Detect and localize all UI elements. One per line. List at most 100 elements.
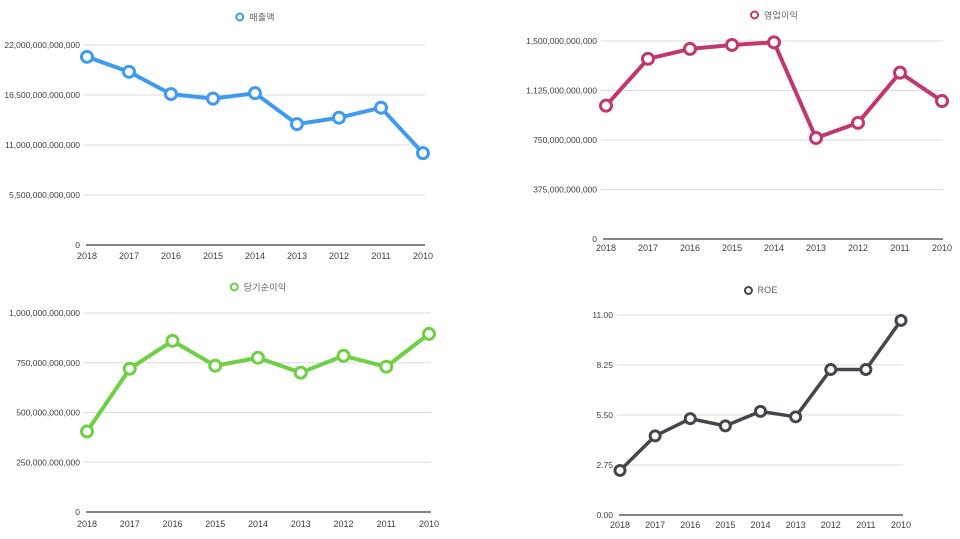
net-income-legend-marker-icon: [229, 282, 239, 292]
x-tick-label: 2015: [203, 251, 223, 261]
data-point[interactable]: [683, 41, 697, 56]
chart-roe: 0.00 2.75 5.50 8.25 11.00 2018 2017 2016 2015 201…: [480, 270, 960, 539]
x-tick-label: 2016: [680, 243, 700, 253]
data-point[interactable]: [251, 350, 265, 365]
data-point[interactable]: [206, 91, 220, 106]
data-point[interactable]: [683, 412, 697, 426]
data-point[interactable]: [767, 35, 781, 50]
x-tick-label: 2013: [786, 520, 806, 530]
x-tick-label: 2016: [161, 251, 181, 261]
data-point[interactable]: [718, 419, 732, 433]
x-tick-label: 2018: [77, 251, 97, 261]
roe-legend: ROE: [743, 285, 777, 295]
x-tick-label: 2013: [291, 519, 311, 529]
series-line: [85, 54, 425, 156]
y-tick-label: 0: [75, 240, 80, 250]
data-point[interactable]: [422, 326, 436, 341]
y-tick-label: 2.75: [596, 460, 613, 470]
data-point[interactable]: [208, 358, 223, 373]
x-tick-label: 2014: [750, 520, 770, 530]
data-point[interactable]: [648, 429, 662, 443]
data-point[interactable]: [894, 313, 908, 327]
x-tick-label: 2011: [890, 243, 909, 253]
data-point[interactable]: [893, 65, 907, 80]
data-point[interactable]: [293, 365, 308, 380]
y-tick-label: 22,000,000,000,000: [4, 40, 80, 50]
revenue-legend: 매출액: [235, 11, 275, 24]
x-tick-label: 2018: [77, 519, 97, 529]
data-point[interactable]: [851, 115, 865, 130]
data-point[interactable]: [122, 64, 136, 79]
y-tick-label: 750,000,000,000: [533, 135, 597, 145]
data-point[interactable]: [725, 37, 739, 52]
operating-profit-legend-marker-icon: [750, 10, 760, 20]
data-point[interactable]: [164, 87, 178, 102]
x-tick-label: 2018: [610, 520, 630, 530]
data-point[interactable]: [122, 361, 137, 376]
x-tick-label: 2016: [680, 520, 700, 530]
revenue-plot-area: 0 5,500,000,000,000 11,000,000,000,000 16,5…: [4, 40, 433, 261]
x-tick-label: 2015: [205, 519, 225, 529]
data-point[interactable]: [613, 463, 627, 477]
y-tick-label: 8.25: [596, 360, 613, 370]
x-tick-label: 2010: [932, 243, 952, 253]
y-tick-label: 5.50: [596, 410, 613, 420]
data-point[interactable]: [809, 131, 823, 146]
roe-legend-marker-icon: [743, 285, 753, 295]
data-point[interactable]: [935, 94, 949, 109]
data-point[interactable]: [80, 424, 94, 439]
y-tick-label: 5,500,000,000,000: [9, 190, 80, 200]
roe-plot-area: 0.00 2.75 5.50 8.25 11.00 2018 2017 2016 2015 201…: [592, 310, 911, 530]
data-point[interactable]: [599, 98, 613, 113]
x-tick-label: 2011: [371, 251, 390, 261]
y-tick-label: 1,125,000,000,000: [526, 86, 597, 96]
x-tick-label: 2016: [162, 519, 182, 529]
roe-legend-label: ROE: [757, 285, 778, 295]
chart-revenue: 0 5,500,000,000,000 11,000,000,000,000 16,5…: [0, 0, 480, 270]
series-line: [618, 318, 903, 473]
net-income-legend: 당기순이익: [229, 281, 287, 294]
data-point[interactable]: [859, 363, 873, 377]
x-tick-label: 2013: [287, 251, 307, 261]
data-point[interactable]: [641, 51, 655, 66]
y-tick-label: 750,000,000,000: [16, 358, 80, 368]
data-point[interactable]: [416, 146, 430, 161]
x-tick-label: 2010: [419, 519, 439, 529]
y-tick-label: 0.00: [596, 510, 613, 520]
x-tick-label: 2018: [596, 243, 616, 253]
data-point[interactable]: [374, 100, 388, 115]
y-tick-label: 375,000,000,000: [533, 185, 597, 195]
data-point[interactable]: [336, 348, 351, 363]
operating-profit-plot-area: 0 375,000,000,000 750,000,000,000 1,125,000…: [526, 35, 952, 253]
operating-profit-legend: 영업이익: [750, 9, 798, 22]
x-tick-label: 2011: [377, 519, 396, 529]
x-tick-label: 2012: [329, 251, 349, 261]
x-tick-label: 2017: [638, 243, 658, 253]
x-tick-label: 2012: [848, 243, 868, 253]
x-tick-label: 2017: [119, 251, 139, 261]
y-tick-label: 16,500,000,000,000: [4, 90, 80, 100]
y-tick-label: 0: [592, 234, 597, 244]
operating-profit-legend-label: 영업이익: [764, 10, 798, 21]
data-point[interactable]: [379, 359, 394, 374]
x-tick-label: 2017: [645, 520, 665, 530]
data-point[interactable]: [80, 49, 94, 64]
x-tick-label: 2012: [821, 520, 841, 530]
data-point[interactable]: [789, 410, 803, 424]
chart-net-income: 0 250,000,000,000 500,000,000,000 750,000,0…: [0, 270, 480, 539]
data-point[interactable]: [165, 333, 180, 348]
x-tick-label: 2014: [248, 519, 268, 529]
data-point[interactable]: [248, 86, 262, 101]
net-income-legend-label: 당기순이익: [243, 282, 287, 293]
y-tick-label: 1,000,000,000,000: [9, 308, 80, 318]
y-tick-label: 11.00: [592, 310, 613, 320]
x-tick-label: 2014: [764, 243, 784, 253]
data-point[interactable]: [290, 117, 304, 132]
data-point[interactable]: [754, 404, 767, 418]
data-point[interactable]: [824, 363, 838, 377]
x-tick-label: 2014: [245, 251, 265, 261]
data-point[interactable]: [332, 110, 346, 125]
y-tick-label: 1,500,000,000,000: [526, 36, 597, 46]
chart-operating-profit: 0 375,000,000,000 750,000,000,000 1,125,000…: [480, 0, 960, 270]
